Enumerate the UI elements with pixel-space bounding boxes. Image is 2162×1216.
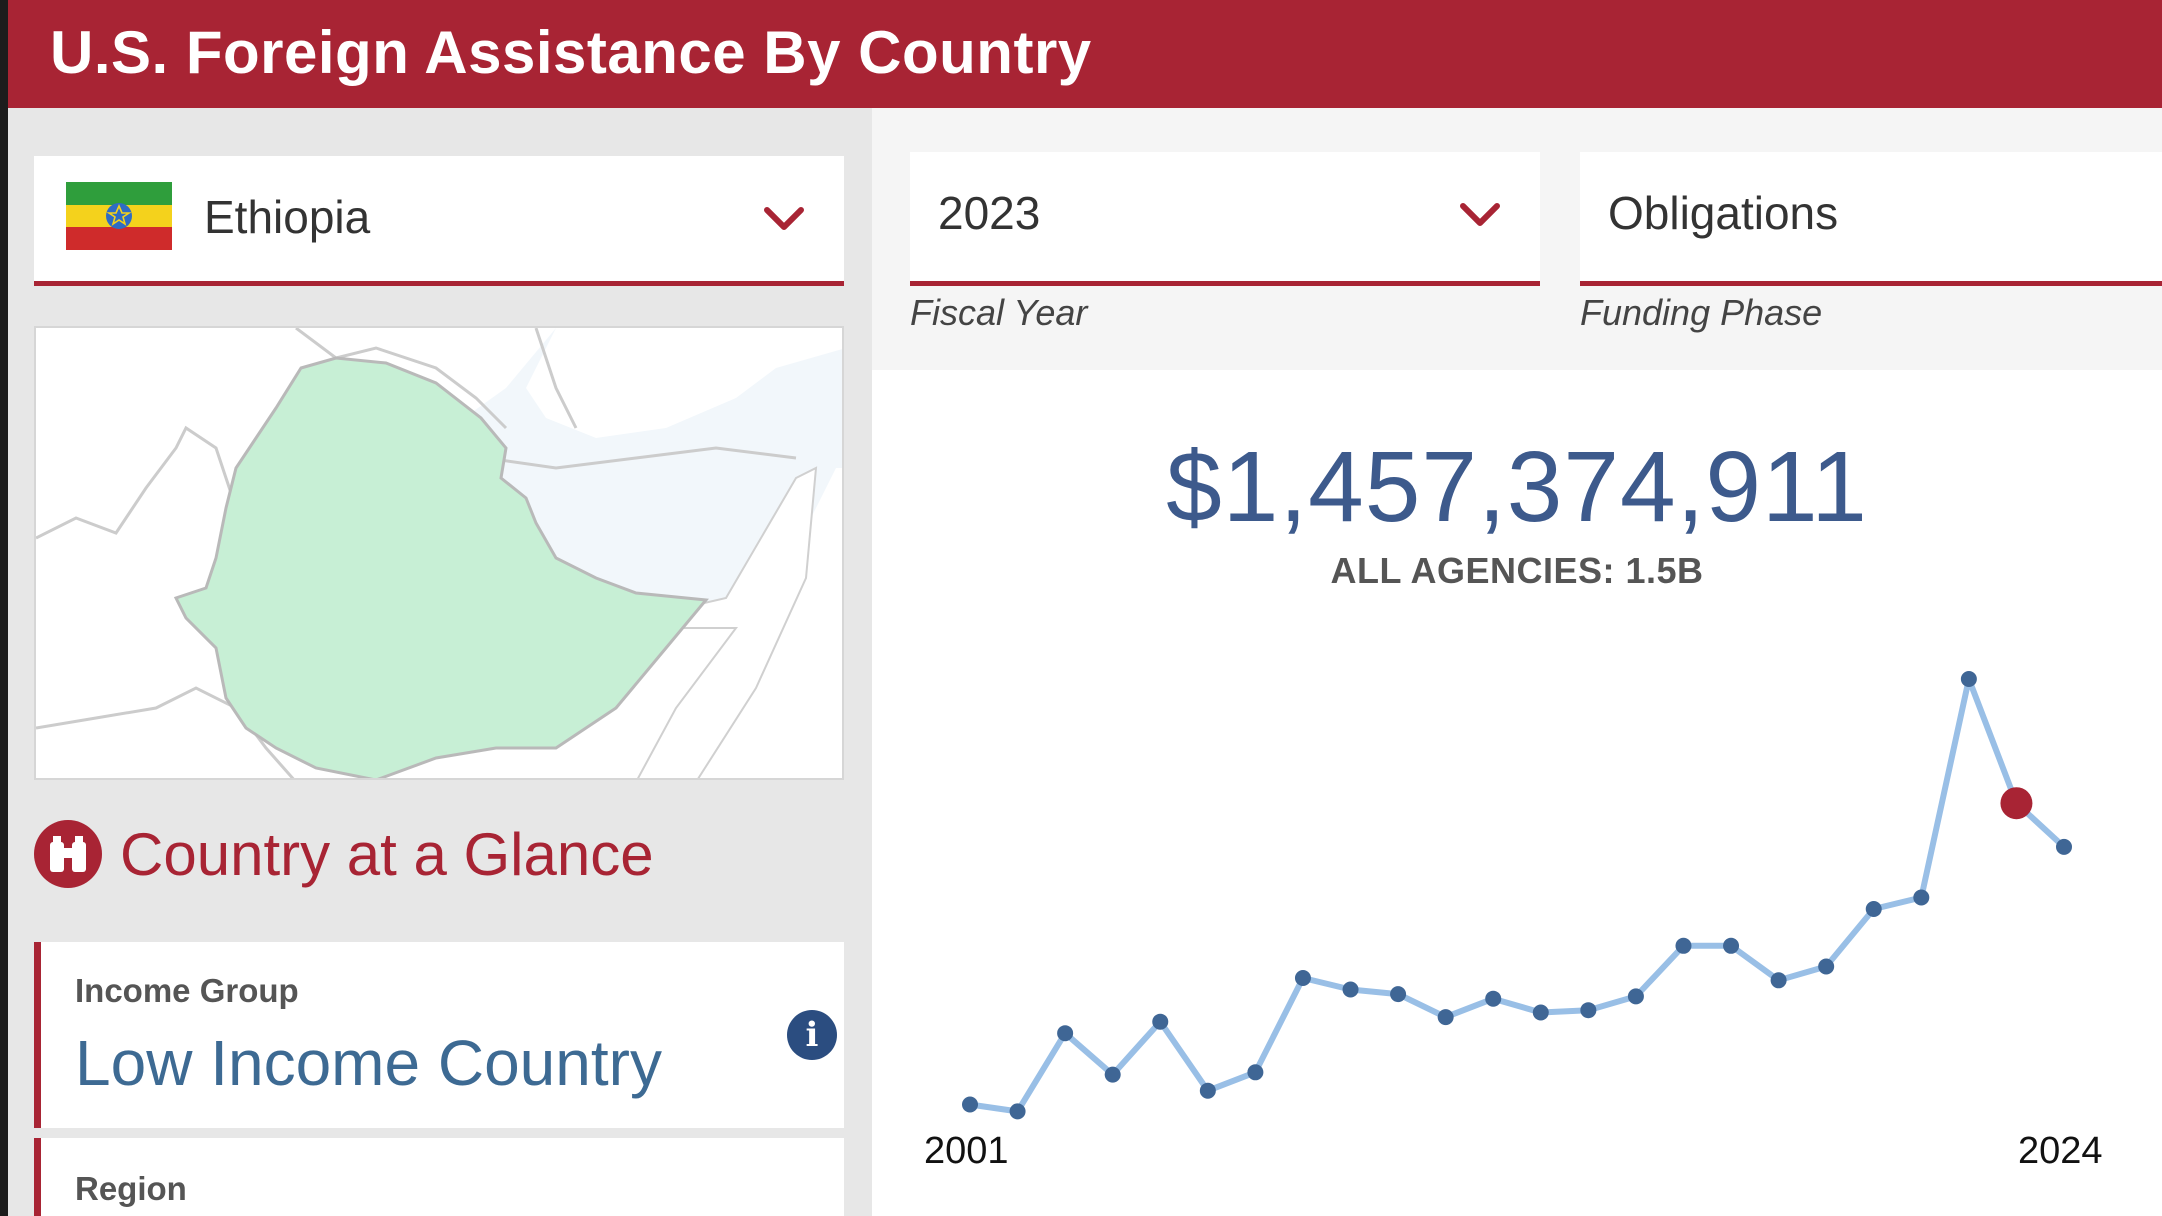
income-group-value: Low Income Country [75,1027,662,1099]
data-point-2007[interactable] [1247,1064,1264,1081]
data-point-2024[interactable] [2056,838,2072,855]
data-point-2005[interactable] [1152,1013,1169,1030]
chevron-down-icon [1460,203,1500,226]
region-key: Region [75,1170,187,1207]
total-amount: $1,457,374,911 [1166,431,1868,543]
country-map[interactable] [34,326,844,780]
income-group-card: Income Group Low Income Country i [34,942,844,1128]
region-card: Region [34,1138,844,1216]
data-point-2017[interactable] [1723,937,1740,954]
fiscal-year-caption: Fiscal Year [910,292,1088,333]
data-point-2018[interactable] [1770,972,1787,989]
country-select[interactable]: Ethiopia [34,156,844,286]
data-point-2010[interactable] [1390,986,1407,1003]
all-agencies-total: ALL AGENCIES: 1.5B [1330,550,1704,591]
income-group-key: Income Group [75,972,299,1009]
data-point-2004[interactable] [1104,1066,1121,1083]
data-point-selected-2023[interactable] [2000,787,2033,820]
data-point-2016[interactable] [1675,937,1692,954]
funding-phase-caption: Funding Phase [1580,292,1823,333]
trend-chart [962,671,2072,1120]
funding-phase-select[interactable]: Obligations [1580,152,2162,286]
series-line [969,676,2067,1115]
data-point-2012[interactable] [1485,990,1502,1007]
region-map [36,328,842,778]
page-header: U.S. Foreign Assistance By Country [8,0,2162,108]
data-point-2021[interactable] [1913,889,1930,906]
data-point-2003[interactable] [1057,1025,1074,1042]
data-point-2001[interactable] [962,1096,978,1113]
data-point-2019[interactable] [1818,958,1835,975]
info-icon[interactable]: i [787,1010,837,1060]
chart-panel: $1,457,374,911 ALL AGENCIES: 1.5B 2001 2… [872,370,2162,1216]
fiscal-year-value: 2023 [938,187,1041,239]
data-point-2015[interactable] [1627,988,1644,1005]
chevron-down-icon [764,207,804,230]
x-tick-label-end: 2024 [2018,1130,2103,1172]
data-point-2022[interactable] [1960,671,1977,687]
country-at-a-glance-label: Country at a Glance [120,821,654,888]
data-point-2002[interactable] [1009,1103,1026,1120]
funding-phase-value: Obligations [1608,187,1839,239]
data-point-2013[interactable] [1532,1004,1549,1021]
data-point-2011[interactable] [1437,1009,1454,1026]
data-point-2014[interactable] [1580,1002,1597,1019]
data-point-2008[interactable] [1294,970,1311,986]
ethiopia-flag-icon [66,182,172,250]
ethiopia-shape [173,356,709,778]
binoculars-icon [34,820,102,888]
country-select-value: Ethiopia [204,191,371,243]
x-tick-label-start: 2001 [924,1130,1009,1172]
data-point-2006[interactable] [1199,1082,1216,1099]
page-title: U.S. Foreign Assistance By Country [50,19,1092,86]
window-edge [0,0,8,1216]
data-point-2020[interactable] [1865,901,1882,917]
fiscal-year-select[interactable]: 2023 [910,152,1540,286]
data-point-2009[interactable] [1342,981,1359,998]
